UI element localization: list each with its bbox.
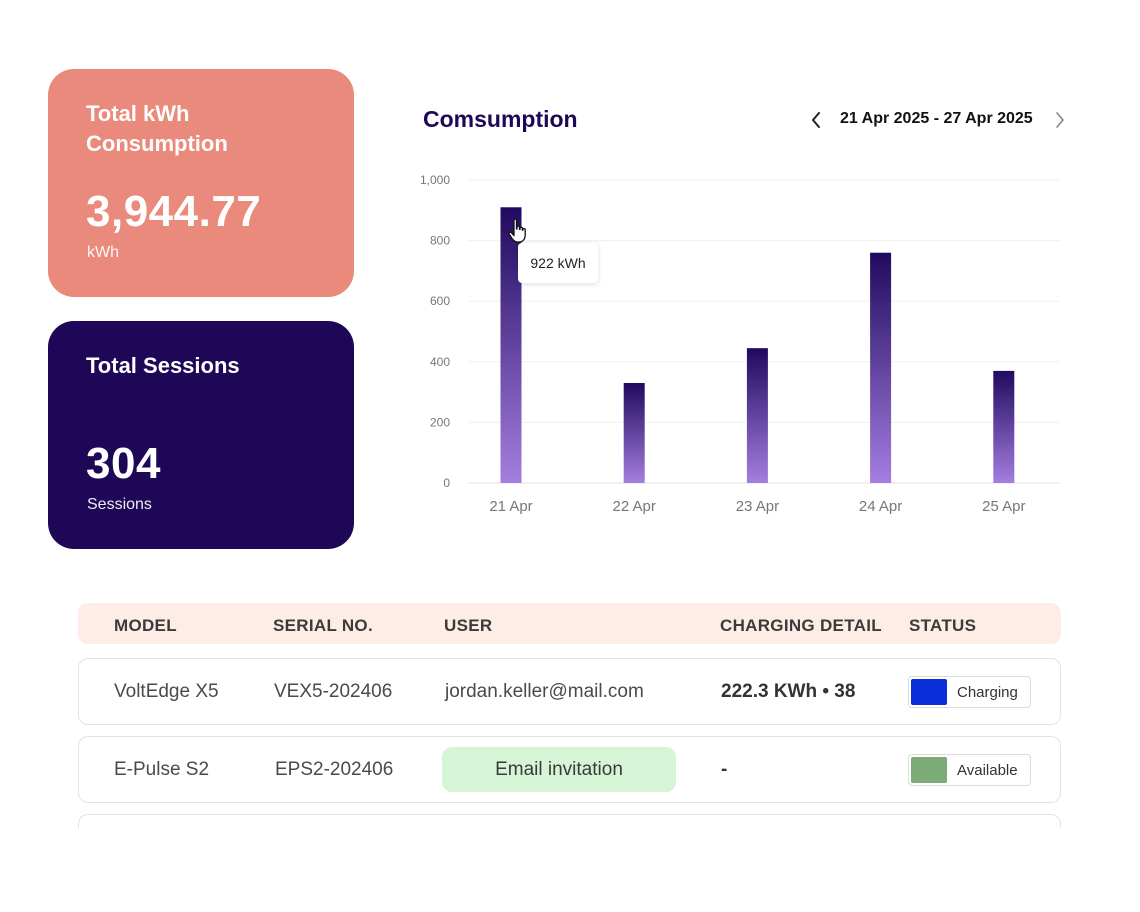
chevron-left-icon — [812, 112, 820, 128]
charging-detail-cell: - — [721, 759, 728, 780]
column-header-status: STATUS — [909, 616, 977, 635]
bar-21-apr[interactable] — [500, 207, 522, 483]
x-tick-label: 23 Apr — [736, 498, 779, 515]
next-range-button[interactable] — [1050, 108, 1070, 132]
bar-22-apr[interactable] — [623, 383, 645, 483]
status-label: Available — [957, 761, 1018, 779]
consumption-bar-chart: 0 200 400 600 800 1,000 21 Apr 22 Apr 23 Apr 24 A… — [420, 173, 1060, 515]
card-value: 3,944.77 — [86, 187, 262, 236]
y-tick-label: 200 — [430, 415, 450, 429]
bar-23-apr[interactable] — [746, 348, 768, 483]
status-color-swatch — [911, 679, 947, 705]
y-tick-label: 400 — [430, 355, 450, 369]
user-cell: jordan.keller@mail.com — [445, 681, 644, 702]
status-label: Charging — [957, 683, 1018, 701]
column-header-model: MODEL — [114, 616, 177, 635]
y-tick-label: 0 — [443, 476, 450, 490]
bar-24-apr[interactable] — [870, 252, 892, 483]
y-tick-label: 800 — [430, 234, 450, 248]
chevron-right-icon — [1056, 112, 1064, 128]
serial-cell: EPS2-202406 — [275, 759, 394, 780]
card-unit: kWh — [87, 244, 119, 261]
card-value: 304 — [86, 439, 161, 488]
date-range-label: 21 Apr 2025 - 27 Apr 2025 — [840, 110, 1033, 127]
table-header: MODEL SERIAL NO. USER CHARGING DETAIL ST… — [78, 603, 1061, 644]
status-badge: Available — [908, 754, 1031, 786]
model-cell: E-Pulse S2 — [114, 759, 210, 780]
status-badge: Charging — [908, 676, 1031, 708]
card-title: Total Sessions — [86, 353, 240, 378]
previous-range-button[interactable] — [806, 108, 826, 132]
y-tick-label: 1,000 — [420, 173, 450, 187]
column-header-charging-detail: CHARGING DETAIL — [720, 616, 882, 635]
chart-title: Comsumption — [423, 106, 578, 132]
table-row[interactable]: E-Pulse S2 EPS2-202406 Email invitation … — [78, 736, 1061, 803]
column-header-serial: SERIAL NO. — [273, 616, 373, 635]
table-row[interactable]: VoltEdge X5 VEX5-202406 jordan.keller@ma… — [78, 658, 1061, 725]
x-tick-label: 22 Apr — [613, 498, 656, 515]
total-sessions-card: Total Sessions 304 Sessions — [48, 321, 354, 549]
serial-cell: VEX5-202406 — [274, 681, 393, 702]
x-tick-label: 25 Apr — [982, 498, 1025, 515]
charging-detail-cell: 222.3 KWh • 38 — [721, 681, 856, 702]
bar-25-apr[interactable] — [993, 370, 1015, 483]
hand-pointer-icon — [508, 218, 526, 243]
status-color-swatch — [911, 757, 947, 783]
x-tick-label: 24 Apr — [859, 498, 902, 515]
bar-tooltip: 922 kWh — [518, 243, 598, 283]
model-cell: VoltEdge X5 — [114, 681, 219, 702]
column-header-user: USER — [444, 616, 493, 635]
card-title: Total kWh Consumption — [86, 101, 228, 156]
y-tick-label: 600 — [430, 294, 450, 308]
card-unit: Sessions — [87, 496, 152, 513]
email-invitation-button[interactable]: Email invitation — [442, 747, 676, 792]
x-tick-label: 21 Apr — [489, 498, 532, 515]
table-row[interactable] — [78, 814, 1061, 828]
total-kwh-card: Total kWh Consumption 3,944.77 kWh — [48, 69, 354, 297]
